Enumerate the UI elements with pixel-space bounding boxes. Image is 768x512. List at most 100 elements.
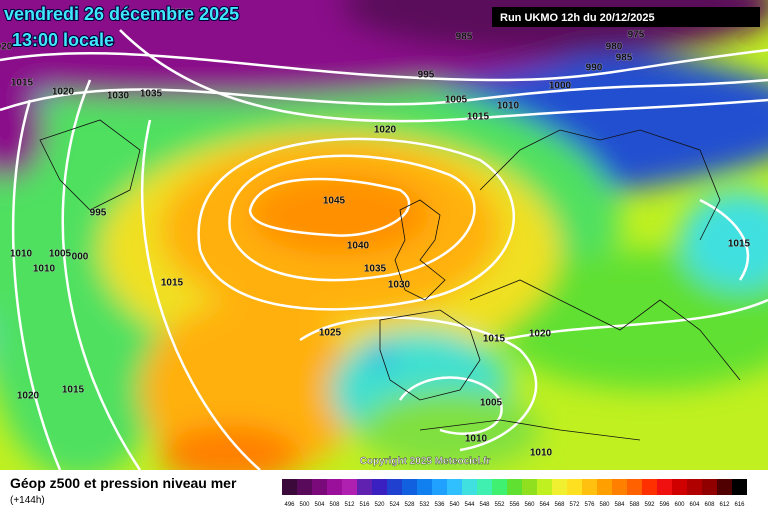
scale-label: 532: [419, 502, 430, 508]
isobar-label: 000: [72, 252, 89, 263]
isobar-label: 1005: [49, 249, 72, 260]
scale-swatch: [282, 479, 297, 495]
scale-label: 508: [329, 502, 340, 508]
isobar-label: 1020: [52, 87, 75, 98]
isobar-label: 1015: [161, 278, 184, 289]
scale-swatch: [657, 479, 672, 495]
isobar-label: 1020: [529, 329, 552, 340]
scale-label: 500: [299, 502, 310, 508]
isobar-label: 1000: [549, 81, 572, 92]
scale-swatch: [477, 479, 492, 495]
scale-label: 556: [509, 502, 520, 508]
scale-swatch: [402, 479, 417, 495]
scale-label: 524: [389, 502, 400, 508]
scale-label: 588: [629, 502, 640, 508]
scale-label: 564: [539, 502, 550, 508]
scale-label: 516: [359, 502, 370, 508]
scale-swatch: [522, 479, 537, 495]
scale-swatch: [357, 479, 372, 495]
scale-swatch: [717, 479, 732, 495]
scale-swatch: [642, 479, 657, 495]
scale-label: 616: [734, 502, 745, 508]
isobar-label: 1020: [17, 391, 40, 402]
scale-label: 528: [404, 502, 415, 508]
scale-label: 560: [524, 502, 535, 508]
isobar-label: 985: [456, 32, 473, 43]
copyright: Copyright 2025 Meteociel.fr: [360, 456, 491, 467]
map-field: 0201015102010301035102098597598098599099…: [0, 0, 768, 470]
isobar-label: 995: [90, 208, 107, 219]
run-box: [492, 7, 760, 27]
scale-swatch: [597, 479, 612, 495]
coastlines: [39, 119, 741, 441]
scale-label: 548: [479, 502, 490, 508]
scale-swatch: [552, 479, 567, 495]
isobar-label: 1035: [364, 264, 387, 275]
scale-label: 596: [659, 502, 670, 508]
isobar-label: 1030: [388, 280, 411, 291]
scale-label: 604: [689, 502, 700, 508]
scale-swatch: [447, 479, 462, 495]
isobar-label: 1020: [170, 8, 193, 19]
scale-swatch: [462, 479, 477, 495]
scale-label: 608: [704, 502, 715, 508]
scale-swatch: [387, 479, 402, 495]
isobar-label: 1015: [728, 239, 751, 250]
isobar-label: 1005: [445, 95, 468, 106]
scale-label: 536: [434, 502, 445, 508]
isobar-label: 1030: [107, 91, 130, 102]
forecast-time: 13:00 locale: [12, 30, 114, 50]
isobar-label: 1015: [483, 334, 506, 345]
isobars: [0, 29, 768, 470]
scale-swatch: [612, 479, 627, 495]
scale-swatch: [702, 479, 717, 495]
scale-label: 600: [674, 502, 685, 508]
isobar-label: 1015: [467, 112, 490, 123]
scale-swatch: [432, 479, 447, 495]
scale-swatch: [342, 479, 357, 495]
isobar-label: 1045: [323, 196, 346, 207]
scale-swatch: [297, 479, 312, 495]
scale-label: 512: [344, 502, 355, 508]
isobar-label: 980: [606, 42, 623, 53]
isobar-label: 975: [628, 30, 645, 41]
isobar-label: 1040: [347, 241, 370, 252]
isobar-label: 985: [616, 53, 633, 64]
isobar-label: 1015: [62, 385, 85, 396]
scale-swatch: [687, 479, 702, 495]
isobar-label: 1010: [465, 434, 488, 445]
isobar-label: 1010: [33, 264, 56, 275]
isobar-label: 1020: [374, 125, 397, 136]
scale-swatch: [327, 479, 342, 495]
scale-label: 576: [584, 502, 595, 508]
isobar-label: 020: [0, 42, 13, 53]
scale-label: 584: [614, 502, 625, 508]
isobar-label: 995: [418, 70, 435, 81]
scale-label: 544: [464, 502, 475, 508]
scale-label: 520: [374, 502, 385, 508]
scale-swatch: [732, 479, 747, 495]
isobar-label: 1010: [10, 249, 33, 260]
scale-swatch: [372, 479, 387, 495]
scale-swatch: [567, 479, 582, 495]
scale-swatch: [582, 479, 597, 495]
isobar-label: 1010: [530, 448, 553, 459]
isobar-label: 1025: [319, 328, 342, 339]
isobar-label: 1005: [480, 398, 503, 409]
scale-swatch: [417, 479, 432, 495]
color-scale: 496 500 504 508 512 516 520 524 528 532 536 540 544 5…: [282, 479, 747, 508]
isobar-label: 1010: [497, 101, 520, 112]
scale-swatch: [492, 479, 507, 495]
scale-swatch: [507, 479, 522, 495]
scale-swatch: [672, 479, 687, 495]
scale-label: 504: [314, 502, 325, 508]
scale-label: 568: [554, 502, 565, 508]
legend-title: Géop z500 et pression niveau mer: [10, 475, 237, 491]
scale-label: 496: [284, 502, 295, 508]
scale-label: 540: [449, 502, 460, 508]
legend-subtitle: (+144h): [10, 495, 45, 506]
scale-swatch: [312, 479, 327, 495]
scale-label: 580: [599, 502, 610, 508]
scale-label: 612: [719, 502, 730, 508]
scale-swatch: [627, 479, 642, 495]
